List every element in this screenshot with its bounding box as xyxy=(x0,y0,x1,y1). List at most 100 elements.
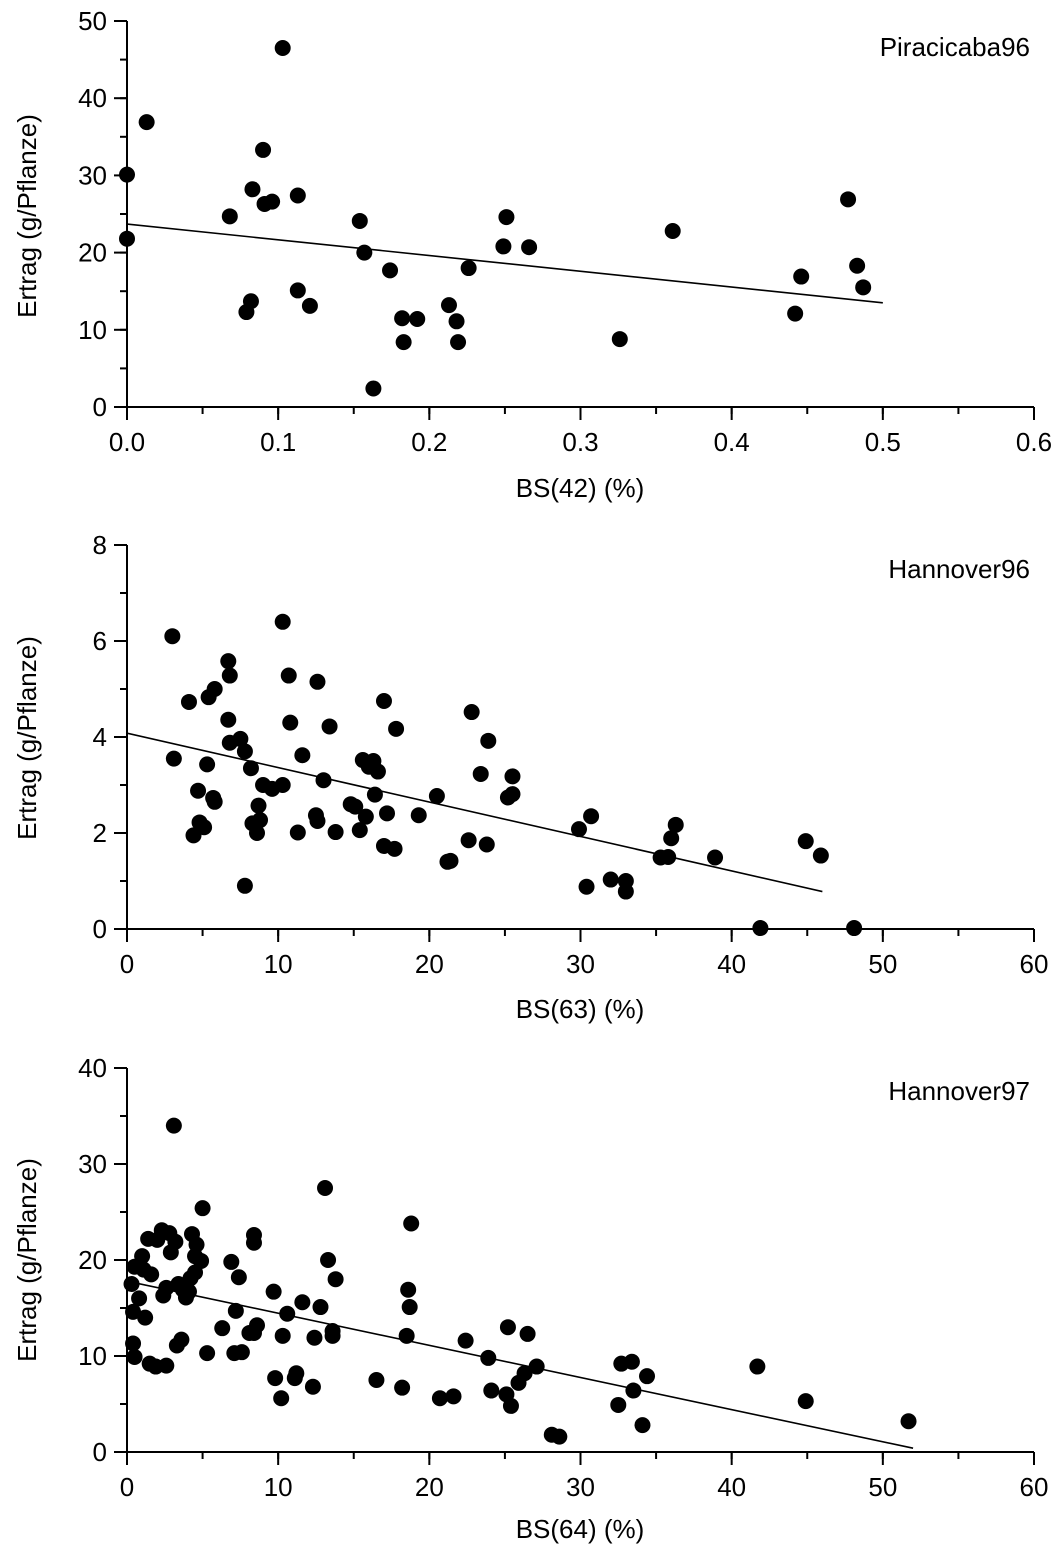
data-point xyxy=(602,871,619,888)
data-point xyxy=(289,824,306,841)
x-tick-label: 10 xyxy=(264,1472,293,1502)
data-point xyxy=(351,212,368,229)
x-tick-label: 20 xyxy=(415,949,444,979)
data-point xyxy=(516,1365,533,1382)
y-tick-label: 30 xyxy=(78,1149,107,1179)
data-point xyxy=(137,1309,154,1326)
data-point xyxy=(220,711,237,728)
data-point xyxy=(274,777,291,793)
x-tick-label: 0.4 xyxy=(714,427,750,457)
data-point xyxy=(309,673,326,690)
data-point xyxy=(119,166,135,183)
data-point xyxy=(249,825,266,841)
y-tick-label: 10 xyxy=(78,315,107,345)
chart-marks: 0 10 20 30 40 0 10 20 30 40 50 60 xyxy=(78,1053,1048,1502)
y-tick-label: 4 xyxy=(93,722,107,752)
chart-panel-piracicaba96: Piracicaba96 BS(42) (%) Ertrag (g/Pflanz… xyxy=(12,6,1052,503)
data-point xyxy=(249,1317,266,1334)
data-point xyxy=(245,1234,262,1251)
data-point xyxy=(667,816,684,833)
data-point xyxy=(347,798,364,815)
data-point xyxy=(274,40,291,57)
data-point xyxy=(504,768,521,785)
data-point xyxy=(206,793,223,810)
data-point xyxy=(193,1252,210,1269)
data-point xyxy=(409,310,426,327)
data-point xyxy=(528,1358,545,1375)
x-tick-label: 0.6 xyxy=(1016,427,1052,457)
data-point xyxy=(317,1180,334,1196)
data-point xyxy=(221,667,238,684)
data-point xyxy=(472,765,489,782)
data-point xyxy=(138,114,155,131)
data-point xyxy=(639,1368,656,1385)
data-point xyxy=(199,1345,216,1362)
data-point xyxy=(274,613,291,630)
data-point xyxy=(797,833,814,850)
data-point xyxy=(282,714,299,731)
data-point xyxy=(460,832,477,849)
data-point xyxy=(199,756,216,773)
data-point xyxy=(428,788,445,805)
y-tick-label: 50 xyxy=(78,6,107,36)
data-point xyxy=(188,1236,205,1253)
data-point xyxy=(375,693,392,709)
data-point xyxy=(660,849,677,865)
data-point xyxy=(244,181,261,198)
y-tick-label: 10 xyxy=(78,1341,107,1371)
data-point xyxy=(849,257,866,274)
data-point xyxy=(223,1253,240,1270)
chart-marks: 0 2 4 6 8 0 10 20 30 40 50 60 xyxy=(93,530,1049,979)
data-point xyxy=(196,819,213,836)
y-tick-label: 40 xyxy=(78,1053,107,1083)
data-point xyxy=(356,244,373,261)
data-point xyxy=(445,1388,462,1405)
trend-line xyxy=(126,732,823,893)
data-point xyxy=(288,1365,305,1382)
x-tick-label: 60 xyxy=(1020,949,1049,979)
x-tick-label: 0.0 xyxy=(109,427,145,457)
data-point xyxy=(236,877,253,894)
data-point xyxy=(463,704,480,721)
data-point xyxy=(495,238,512,255)
data-point xyxy=(366,786,383,803)
data-point xyxy=(519,1325,536,1342)
data-point xyxy=(394,1379,411,1396)
data-point xyxy=(357,808,374,825)
data-point xyxy=(394,310,411,327)
data-point xyxy=(125,1335,142,1352)
data-point xyxy=(264,193,281,210)
data-point xyxy=(625,1382,642,1399)
data-point xyxy=(460,260,477,277)
data-point xyxy=(400,1281,417,1298)
data-point xyxy=(611,331,628,348)
data-point xyxy=(143,1266,160,1283)
data-point xyxy=(320,1252,337,1268)
data-point xyxy=(123,1276,140,1292)
y-axis-label: Ertrag (g/Pflanze) xyxy=(12,636,42,840)
x-tick-label: 30 xyxy=(566,1472,595,1502)
x-tick-label: 0.3 xyxy=(562,427,598,457)
data-point xyxy=(134,1248,151,1265)
data-point xyxy=(551,1428,568,1445)
data-point xyxy=(324,1327,341,1344)
data-point xyxy=(521,239,538,256)
data-point xyxy=(900,1413,917,1430)
x-tick-label: 10 xyxy=(264,949,293,979)
data-point xyxy=(504,786,521,803)
y-tick-label: 40 xyxy=(78,83,107,113)
data-point xyxy=(617,873,634,889)
data-point xyxy=(812,847,829,864)
data-point xyxy=(749,1358,766,1375)
data-point xyxy=(578,878,595,895)
x-tick-label: 50 xyxy=(868,949,897,979)
y-axis-label: Ertrag (g/Pflanze) xyxy=(12,114,42,318)
data-point xyxy=(190,782,207,799)
chart-title: Hannover97 xyxy=(888,1076,1030,1106)
data-point xyxy=(255,141,272,158)
data-point xyxy=(126,1348,143,1365)
x-tick-label: 0.1 xyxy=(260,427,296,457)
data-point xyxy=(846,920,863,937)
data-point xyxy=(386,840,403,857)
